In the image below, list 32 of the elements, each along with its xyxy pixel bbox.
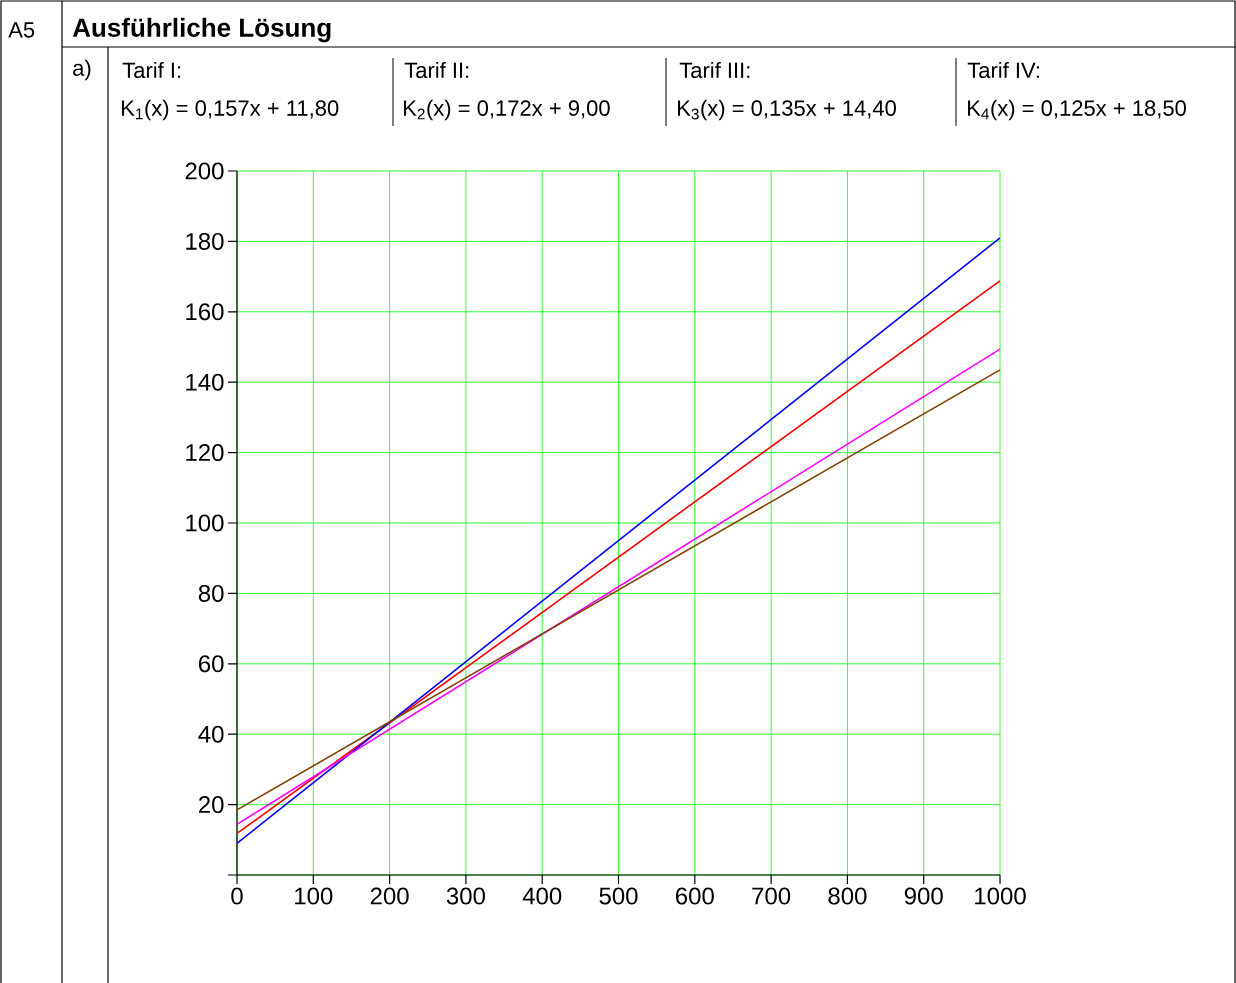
- x-tick-label: 0: [231, 887, 243, 905]
- text: Tarif II:: [404, 61, 469, 79]
- text: A5: [8, 22, 35, 38]
- y-tick-label: 80: [198, 584, 224, 602]
- x-tick-label: 700: [752, 887, 791, 905]
- text: K$_{2}$(x) = 0,172x + 9,00: [404, 99, 610, 121]
- x-tick-label: 600: [676, 887, 714, 905]
- chart-title: Ausführliche Lösung: [72, 17, 331, 43]
- y-tick-label: 100: [186, 514, 224, 532]
- x-tick-label: 400: [522, 887, 562, 905]
- text: K$_{1}$(x) = 0,157x + 11,80: [122, 99, 339, 121]
- x-tick-label: 200: [370, 887, 409, 905]
- y-tick-label: 20: [198, 796, 224, 814]
- text: a): [73, 59, 91, 81]
- y-tick-label: 40: [198, 725, 224, 743]
- y-tick-label: 120: [186, 444, 224, 462]
- y-tick-label: 140: [186, 373, 224, 391]
- x-tick-label: 100: [295, 887, 333, 905]
- x-tick-label: 1000: [975, 887, 1026, 905]
- y-tick-label: 160: [186, 303, 224, 321]
- x-tick-label: 900: [904, 887, 943, 905]
- text: K$_{4}$(x) = 0,125x + 18,50: [968, 99, 1186, 121]
- x-tick-label: 500: [599, 887, 638, 905]
- x-tick-label: 800: [828, 887, 867, 905]
- x-tick-label: 300: [446, 887, 485, 905]
- text: Tarif IV:: [967, 61, 1039, 79]
- text: K$_{3}$(x) = 0,135x + 14,40: [678, 99, 896, 121]
- y-tick-label: 60: [199, 655, 224, 673]
- text: Tarif I:: [122, 61, 181, 79]
- y-tick-label: 180: [186, 232, 224, 250]
- y-tick-label: 200: [185, 162, 224, 180]
- text: Tarif III:: [679, 61, 750, 79]
